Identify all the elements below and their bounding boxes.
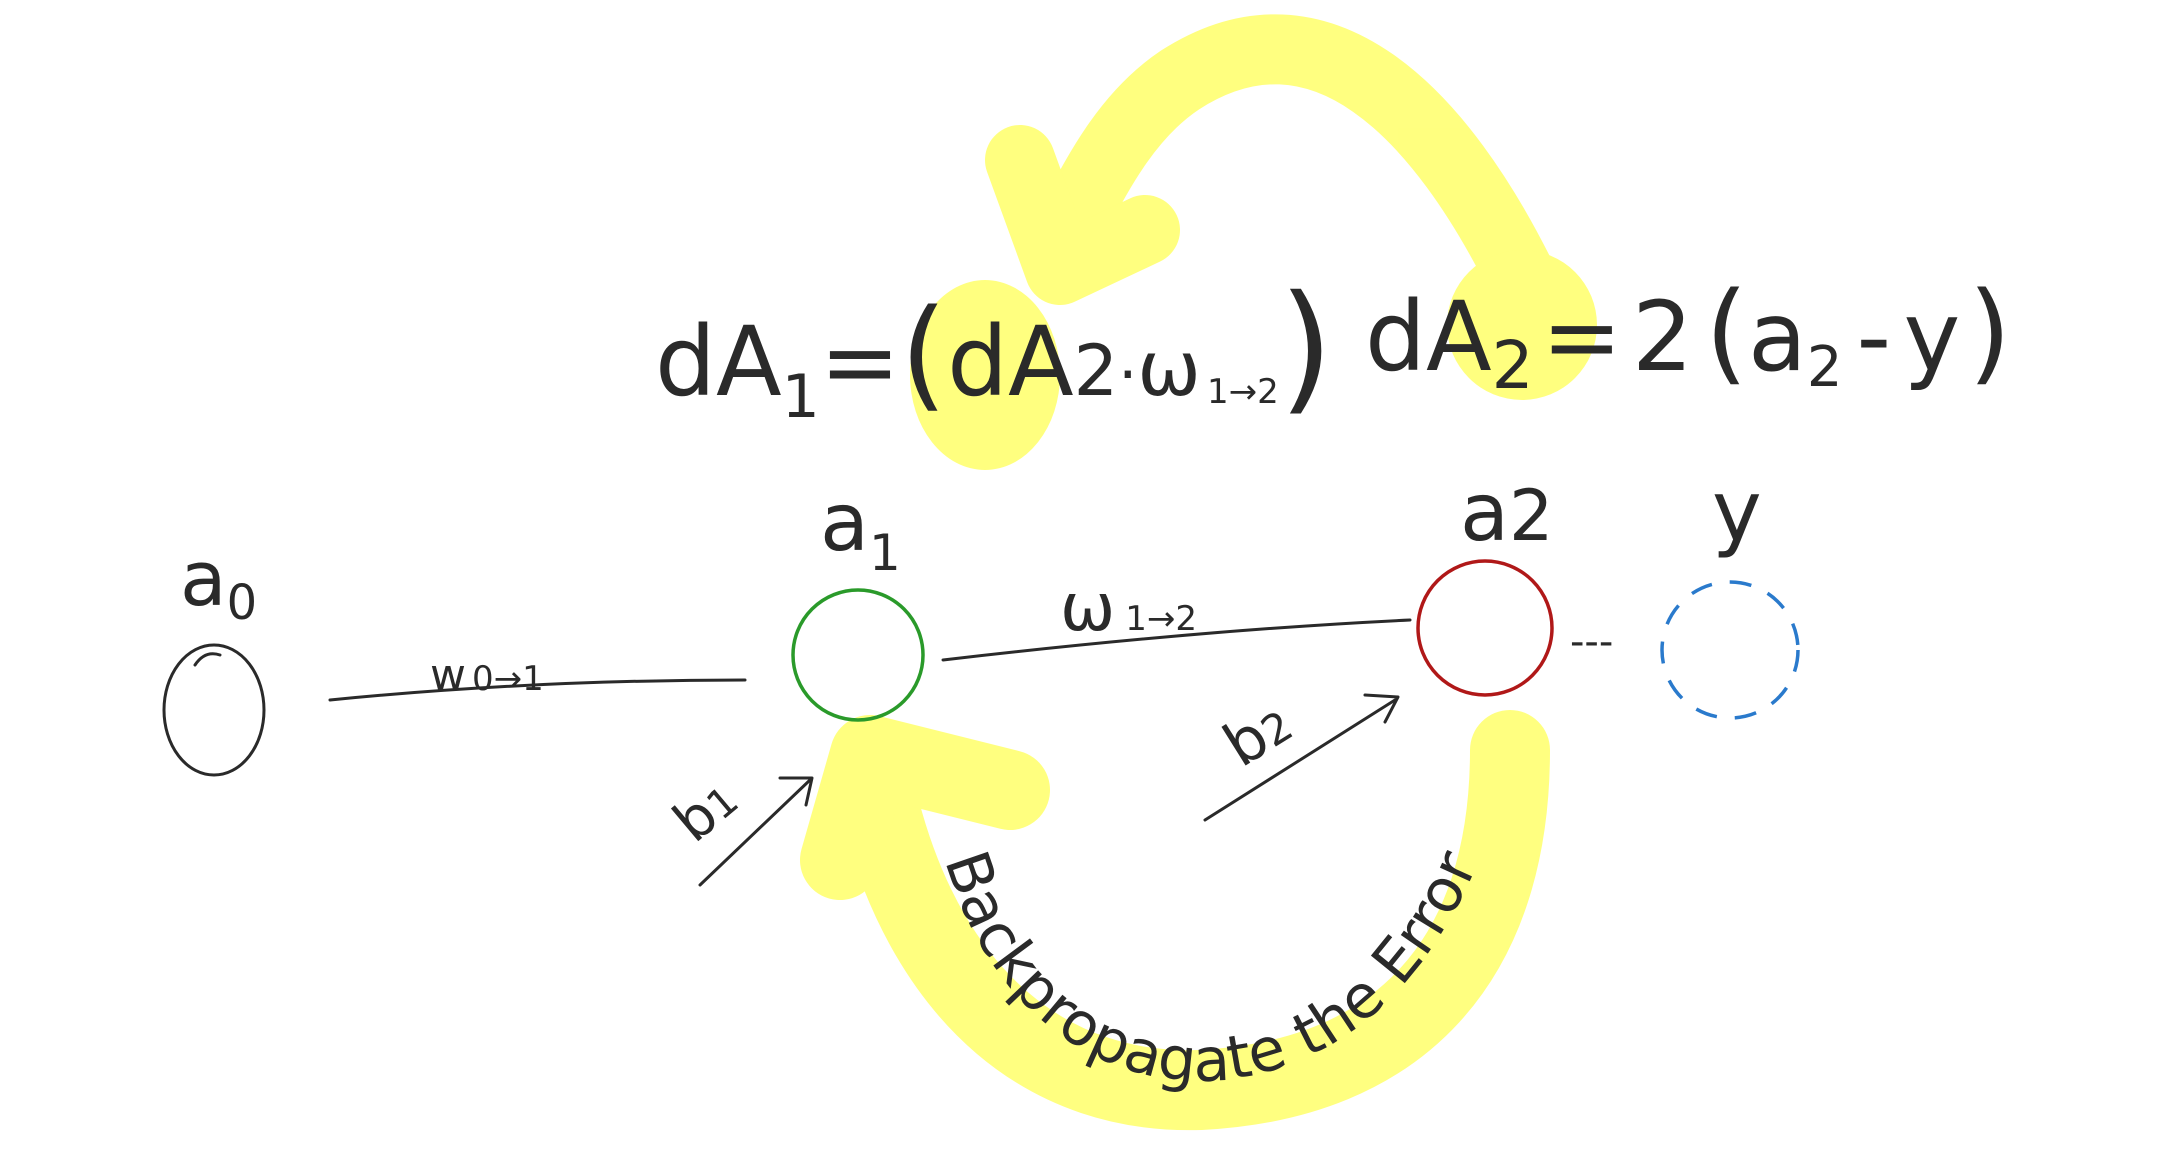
- bias-b2-arrow: [1203, 693, 1400, 822]
- equation-dA2: dA2= 2 (a2- y): [1365, 268, 2011, 404]
- node-a0: [162, 643, 266, 777]
- label-a1: a1: [820, 476, 901, 582]
- label-w12: ω 1→2: [1060, 569, 1197, 646]
- node-a0-tick: [193, 652, 222, 667]
- label-w01: w 0→1: [430, 650, 544, 701]
- node-y: [1660, 580, 1800, 720]
- node-a2: [1416, 559, 1554, 697]
- bias-b1-arrow: [698, 776, 814, 887]
- label-a0: a0: [180, 534, 257, 631]
- label-a2: a2: [1460, 466, 1554, 559]
- edge-w01-line: [328, 678, 747, 702]
- equation-dA1: dA1=(dA2·ω 1→2): [655, 266, 1333, 432]
- label-b2: b2: [1212, 687, 1304, 781]
- top-highlight-arrow: [910, 14, 1597, 470]
- label-b1: b1: [662, 766, 751, 855]
- node-a1: [791, 588, 925, 722]
- label-y: y: [1712, 462, 1762, 560]
- label-a2-to-y: ---: [1570, 619, 1613, 665]
- bottom-highlight-arrow: [800, 710, 1550, 1131]
- edge-w12-line: [941, 618, 1412, 662]
